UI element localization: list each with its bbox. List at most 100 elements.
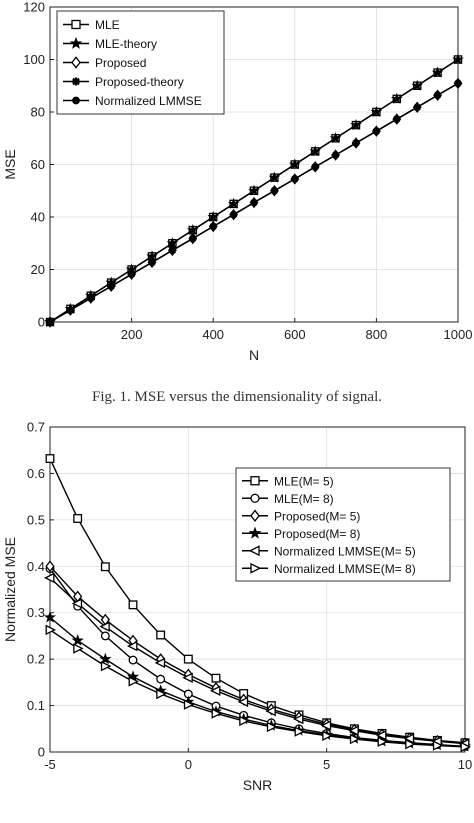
data-point: [403, 733, 415, 744]
data-point: [168, 246, 176, 254]
data-point: [100, 631, 110, 641]
legend-marker: [250, 509, 260, 523]
data-point: [350, 119, 362, 131]
legend-item: Normalized LMMSE: [63, 94, 202, 108]
data-point: [230, 211, 238, 219]
data-point: [182, 672, 193, 683]
data-point: [320, 720, 332, 731]
data-point: [100, 562, 110, 572]
legend-item: MLE(M= 5): [242, 474, 334, 488]
chart-2: -5 0 5 1000.10.20.30.40.50.60.7SNRNormalize…: [2, 420, 472, 794]
data-point: [432, 740, 444, 751]
data-point: [248, 184, 260, 196]
data-point: [128, 600, 138, 610]
legend-marker: [248, 526, 262, 539]
series-6: [45, 624, 472, 753]
data-point: [154, 657, 166, 669]
data-point: [250, 199, 258, 207]
data-point: [100, 660, 112, 672]
series-line: [49, 616, 466, 748]
data-point: [227, 197, 240, 209]
data-point: [156, 688, 167, 700]
legend-label: Proposed(M= 8): [274, 527, 360, 541]
legend-label: Normalized LMMSE: [95, 94, 202, 108]
y-tick-label: 20: [31, 262, 45, 277]
data-point: [270, 187, 278, 195]
data-point: [183, 654, 193, 664]
data-point: [156, 674, 166, 684]
data-point: [268, 171, 281, 183]
y-tick-label: 60: [31, 157, 45, 172]
legend-label: Normalized LMMSE(M= 8): [274, 562, 416, 576]
data-point: [237, 696, 249, 708]
data-point: [211, 673, 221, 683]
y-tick-label: 80: [31, 105, 45, 120]
data-point: [405, 738, 416, 750]
series-line: [49, 458, 466, 744]
data-point: [73, 643, 84, 654]
x-axis-label: N: [249, 347, 259, 363]
y-tick-label: 0: [38, 745, 45, 760]
series-5: [46, 79, 462, 326]
data-point: [46, 318, 54, 326]
legend-label: Proposed-theory: [95, 75, 184, 89]
y-tick-label: 0.1: [27, 698, 45, 713]
series-2: [44, 53, 464, 327]
y-tick-label: 120: [23, 0, 45, 15]
data-point: [211, 708, 223, 719]
chart-1: 200 400 600 800 1000020406080100120NMSEMLEML…: [2, 0, 472, 363]
legend-item: MLE-theory: [63, 36, 157, 51]
series-5: [43, 572, 470, 749]
legend-label: Normalized LMMSE(M= 5): [274, 544, 416, 558]
x-tick-label: 1000: [444, 327, 473, 342]
legend-marker: [72, 96, 80, 105]
data-point: [87, 294, 95, 302]
data-point: [45, 560, 55, 573]
legend: MLE MLE-theory Proposed Proposed-theory Norm…: [56, 10, 225, 115]
data-point: [372, 127, 380, 135]
data-point: [434, 91, 442, 99]
plot-frame: [49, 426, 466, 753]
data-point: [375, 730, 387, 741]
data-point: [107, 282, 115, 290]
data-point: [431, 66, 444, 78]
legend-label: MLE: [95, 18, 120, 32]
legend-label: MLE-theory: [95, 37, 157, 51]
data-point: [413, 103, 421, 111]
data-point: [370, 105, 383, 117]
data-point: [187, 224, 199, 236]
legend-marker: [248, 545, 260, 557]
legend-label: MLE(M= 5): [274, 474, 334, 488]
legend-marker: [72, 77, 80, 86]
legend-item: Proposed: [63, 56, 146, 70]
y-axis-label: MSE: [2, 149, 18, 179]
data-point: [393, 115, 401, 123]
x-tick-label: 800: [366, 327, 388, 342]
y-tick-label: 0.7: [27, 420, 45, 435]
data-point: [207, 210, 219, 222]
data-point: [66, 306, 74, 314]
data-point: [156, 630, 166, 640]
x-axis-label: SNR: [243, 777, 273, 793]
series-line: [49, 577, 466, 745]
data-point: [99, 621, 110, 632]
x-tick-label: 10: [458, 757, 472, 772]
data-point: [332, 151, 340, 159]
legend-item: Proposed(M= 8): [242, 526, 360, 541]
data-point: [71, 598, 83, 609]
y-tick-label: 0: [38, 315, 45, 330]
legend-item: Normalized LMMSE(M= 8): [242, 562, 416, 576]
y-tick-label: 100: [23, 52, 45, 67]
data-point: [460, 741, 472, 753]
data-point: [377, 736, 389, 748]
data-point: [183, 699, 195, 710]
legend-box: [235, 467, 451, 582]
y-tick-label: 40: [31, 210, 45, 225]
data-point: [391, 92, 403, 104]
legend-label: Proposed(M= 5): [274, 509, 360, 523]
data-point: [128, 655, 138, 665]
y-tick-label: 0.5: [27, 512, 45, 527]
legend-marker: [69, 36, 83, 49]
data-point: [45, 454, 55, 464]
